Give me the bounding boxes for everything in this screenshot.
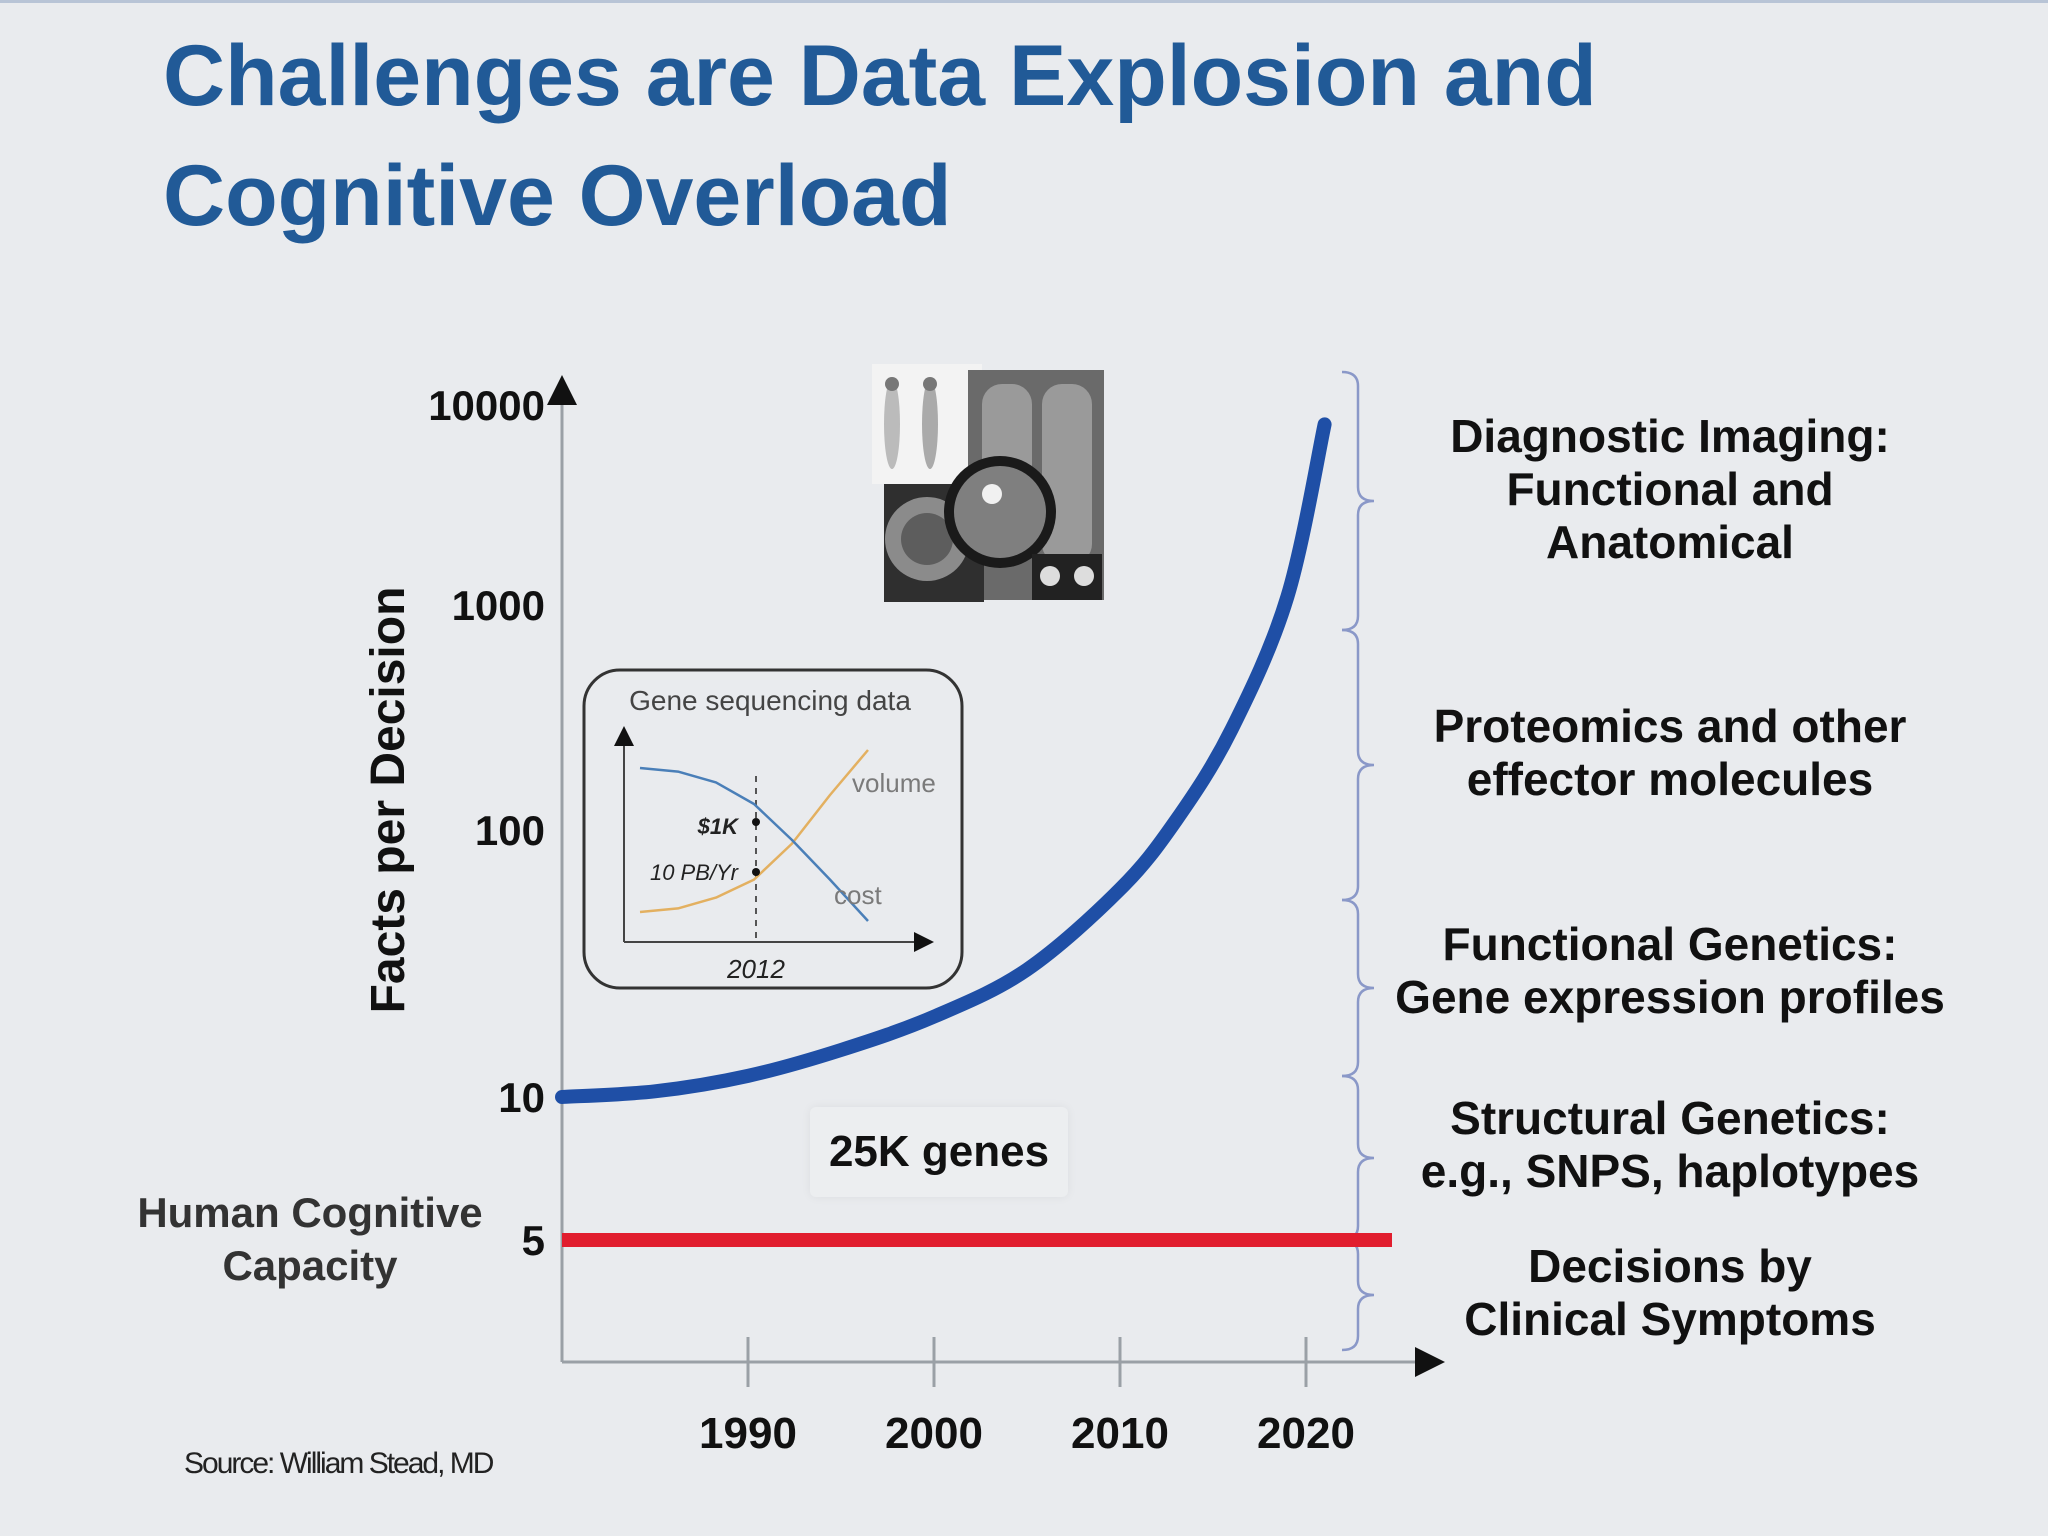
category-brace xyxy=(1341,628,1375,902)
category-label-line: e.g., SNPS, haplotypes xyxy=(1420,1145,1920,1197)
category-brace xyxy=(1341,1238,1375,1352)
inset-cost-line xyxy=(639,766,869,922)
y-tick-label: 100 xyxy=(475,807,545,854)
facts-growth-curve xyxy=(555,417,1332,1104)
category-label-line: Proteomics and other xyxy=(1433,700,1907,752)
capacity-label-line-2: Capacity xyxy=(222,1242,398,1289)
category-label-line: Anatomical xyxy=(1546,516,1794,568)
top-border-line xyxy=(0,0,2048,3)
inset-x-tick-label: 2012 xyxy=(726,954,785,984)
inset-volume-marker xyxy=(752,868,760,876)
category-label-line: Functional and xyxy=(1506,463,1834,515)
category-label-line: Structural Genetics: xyxy=(1450,1092,1890,1144)
x-tick-label: 1990 xyxy=(699,1409,797,1458)
y-tick-label: 1000 xyxy=(452,582,545,629)
capacity-label-line-1: Human Cognitive xyxy=(137,1189,483,1236)
inset-annotation-cost: $1K xyxy=(697,814,740,839)
y-tick-label: 10000 xyxy=(428,382,545,429)
category-brace xyxy=(1341,370,1375,632)
y-axis-label: Facts per Decision xyxy=(362,587,415,1014)
y-tick-label: 5 xyxy=(522,1217,545,1264)
human-cognitive-capacity-label: Human Cognitive Capacity xyxy=(120,1186,500,1292)
category-label-line: Functional Genetics: xyxy=(1442,918,1898,970)
inset-chart-frame xyxy=(582,668,964,990)
category-label-line: Diagnostic Imaging: xyxy=(1450,410,1890,462)
category-label: Functional Genetics: Gene expression prof… xyxy=(1370,918,1970,1024)
y-tick-label: 10 xyxy=(498,1074,545,1121)
category-brace xyxy=(1341,898,1375,1078)
inset-annotation-volume: 10 PB/Yr xyxy=(650,860,740,885)
inset-series-label-cost: cost xyxy=(834,880,882,910)
category-label: Diagnostic Imaging: Functional and Anatomi… xyxy=(1370,410,1970,569)
category-label-line: Decisions by xyxy=(1528,1240,1812,1292)
x-tick-label: 2010 xyxy=(1071,1409,1169,1458)
category-brace xyxy=(1341,1074,1375,1242)
medical-imaging-collage-icon xyxy=(872,364,1104,602)
genes-count-box: 25K genes xyxy=(810,1107,1068,1197)
slide-title: Challenges are Data Explosion and Cognit… xyxy=(163,16,1963,256)
inset-series-label-volume: volume xyxy=(852,768,936,798)
category-label-line: Gene expression profiles xyxy=(1395,971,1945,1023)
category-label: Proteomics and other effector molecules xyxy=(1370,700,1970,806)
inset-chart-title: Gene sequencing data xyxy=(629,685,911,716)
slide-title-line-2: Cognitive Overload xyxy=(163,148,952,244)
slide-title-line-1: Challenges are Data Explosion and xyxy=(163,28,1597,124)
inset-volume-line xyxy=(639,749,869,914)
source-citation: Source: William Stead, MD xyxy=(184,1447,494,1480)
category-label: Decisions by Clinical Symptoms xyxy=(1370,1240,1970,1346)
category-label: Structural Genetics: e.g., SNPS, haplotyp… xyxy=(1370,1092,1970,1198)
x-tick-label: 2000 xyxy=(885,1409,983,1458)
category-label-line: Clinical Symptoms xyxy=(1464,1293,1876,1345)
inset-cost-marker xyxy=(752,818,760,826)
x-tick-label: 2020 xyxy=(1257,1409,1355,1458)
category-label-line: effector molecules xyxy=(1466,753,1874,805)
